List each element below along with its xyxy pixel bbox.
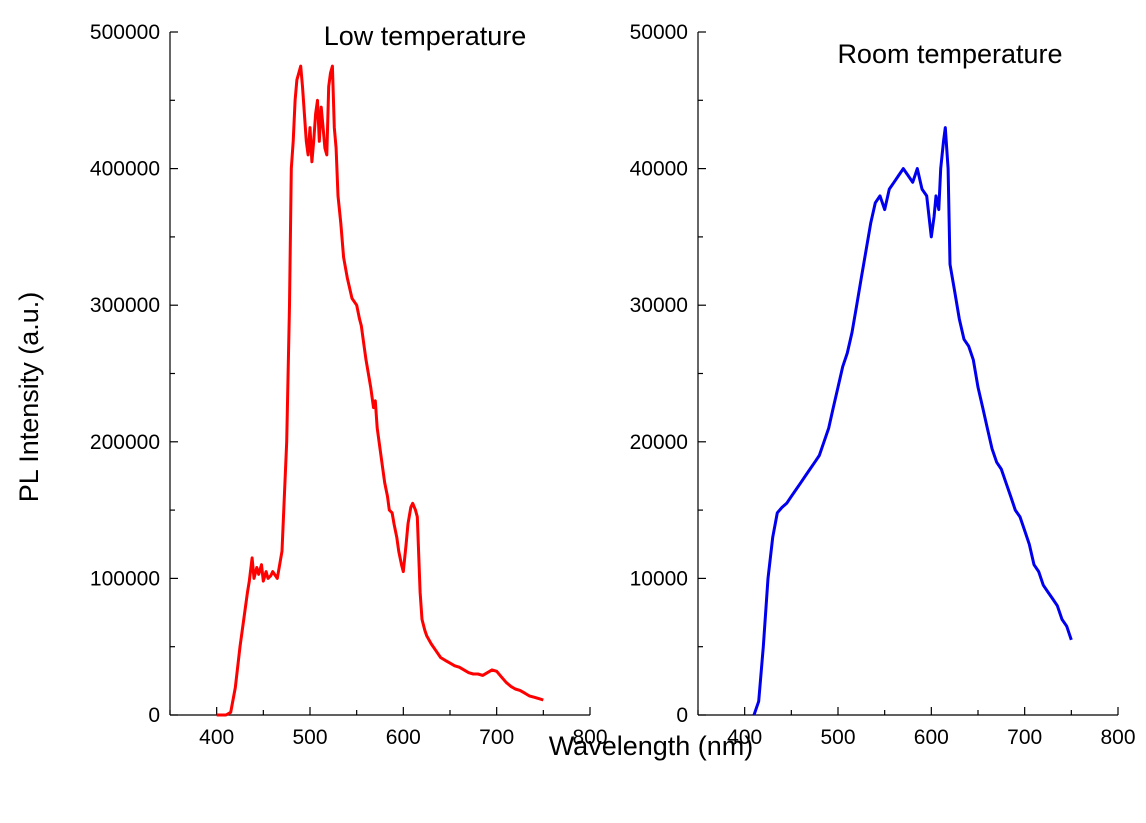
right-y-tick-label: 50000 [630,21,688,44]
y-axis-title: PL Intensity (a.u.) [14,292,44,503]
right-y-tick-label: 30000 [630,294,688,317]
right-y-tick-label: 0 [676,704,688,727]
left-x-tick-label: 600 [386,726,421,749]
right-series-line [752,126,1073,716]
left-x-tick-label: 700 [479,726,514,749]
right-y-tick-label: 20000 [630,431,688,454]
left-x-tick-label: 500 [292,726,327,749]
left-y-tick-label: 200000 [90,431,160,454]
right-y-tick-label: 10000 [630,567,688,590]
right-y-tick-label: 40000 [630,158,688,181]
left-y-tick-label: 300000 [90,294,160,317]
left-y-tick-label: 100000 [90,567,160,590]
x-axis-title: Wavelength (nm) [549,731,754,761]
left-panel-title: Low temperature [324,21,527,51]
right-panel-title: Room temperature [837,39,1062,69]
left-x-tick-label: 800 [572,726,607,749]
right-x-tick-label: 400 [727,726,762,749]
right-x-tick-label: 700 [1007,726,1042,749]
left-y-tick-label: 500000 [90,21,160,44]
left-panel: Low temperature PL Intensity (a.u.) 0 100… [14,21,608,749]
left-x-tick-label: 400 [199,726,234,749]
left-y-tick-label: 0 [148,704,160,727]
right-x-tick-label: 800 [1100,726,1135,749]
right-x-tick-label: 500 [820,726,855,749]
left-series-line [216,64,544,717]
right-panel: Room temperature 0 10000 20000 30000 40000 50… [630,21,1136,749]
right-x-tick-label: 600 [914,726,949,749]
left-y-tick-label: 400000 [90,158,160,181]
